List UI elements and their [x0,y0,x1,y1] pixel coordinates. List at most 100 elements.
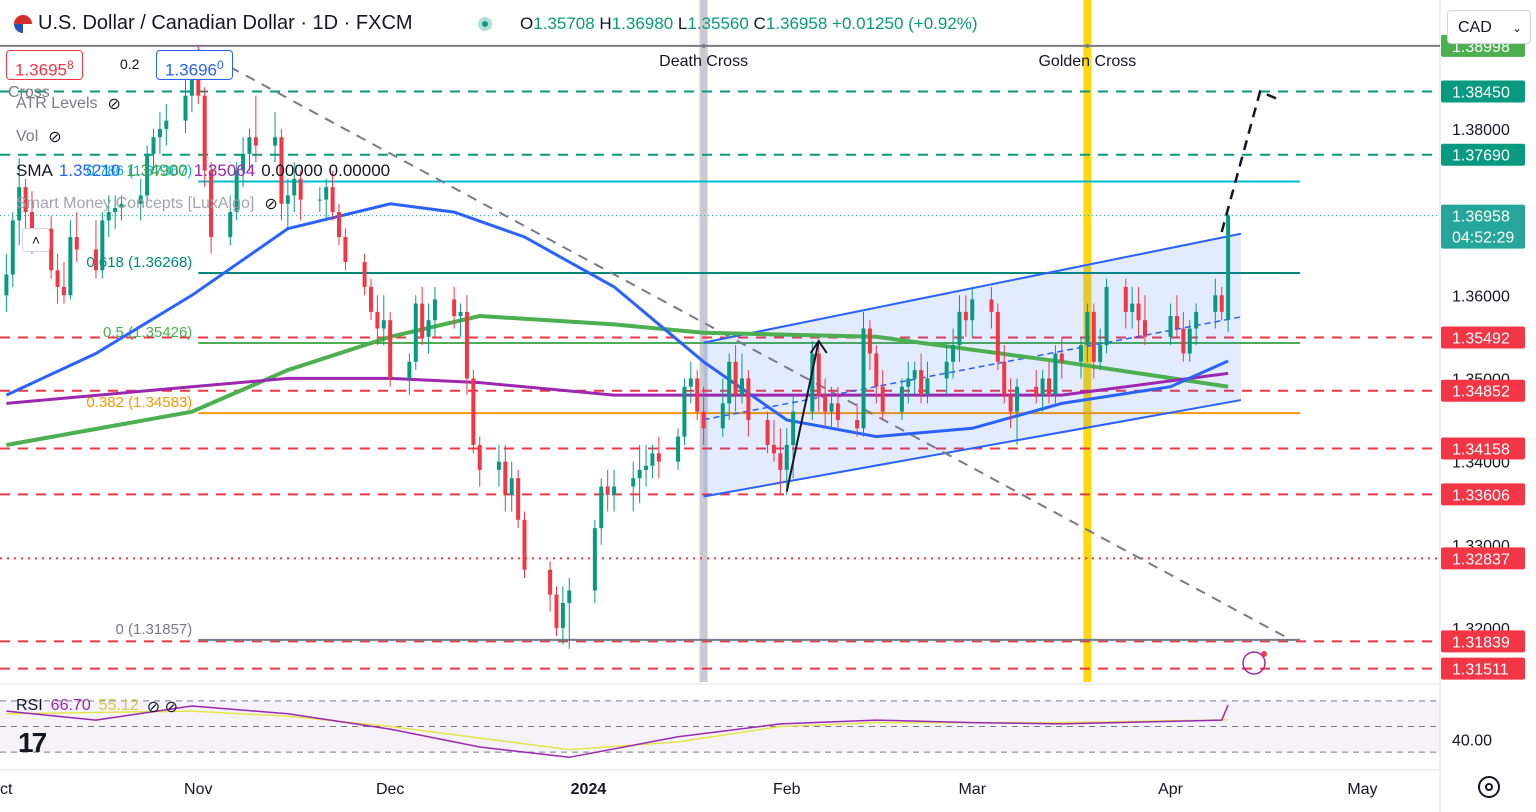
candle-body[interactable] [771,444,776,454]
eye-hidden-icon[interactable]: ⊘ [107,96,121,113]
candle-body[interactable] [605,486,610,495]
candle-body[interactable] [899,386,904,412]
candle-body[interactable] [548,569,553,595]
currency-select[interactable]: CAD ⌄ [1447,10,1531,44]
price-tag[interactable] [1441,483,1525,506]
candle-body[interactable] [1187,328,1192,354]
candle-body[interactable] [867,328,872,354]
candle-body[interactable] [746,378,751,421]
candle-body[interactable] [464,311,469,379]
candle-body[interactable] [362,261,367,287]
candle-body[interactable] [816,353,821,396]
candle-body[interactable] [1034,386,1039,396]
candle-body[interactable] [343,237,348,262]
candle-body[interactable] [963,311,968,321]
indicator-rsi[interactable]: RSI 66.70 55.12 ⊘ ⊘ [16,697,178,717]
candle-body[interactable] [912,370,917,379]
candle-body[interactable] [285,195,290,204]
candle-body[interactable] [49,228,54,271]
candle-body[interactable] [10,220,15,275]
candle-body[interactable] [989,299,994,312]
candle-body[interactable] [906,378,911,387]
candle-body[interactable] [23,187,28,213]
candle-body[interactable] [688,378,693,387]
candle-body[interactable] [375,311,380,329]
candle-body[interactable] [477,444,482,470]
candle-body[interactable] [631,478,636,487]
candle-body[interactable] [951,345,956,362]
price-tag[interactable] [1441,437,1525,460]
candle-body[interactable] [855,420,860,429]
candle-body[interactable] [1091,311,1096,362]
candle-body[interactable] [970,299,975,321]
candle-body[interactable] [1098,345,1103,362]
price-tag[interactable] [1441,657,1525,680]
candle-body[interactable] [317,199,322,201]
sma50-line[interactable] [5,202,1229,439]
candle-body[interactable] [202,95,207,171]
candle-body[interactable] [1059,353,1064,362]
candle-body[interactable] [1130,303,1135,312]
candle-body[interactable] [1213,295,1218,312]
candle-body[interactable] [298,178,303,200]
candle-body[interactable] [17,187,22,221]
candle-body[interactable] [1168,316,1173,337]
candle-body[interactable] [1181,328,1186,354]
candle-body[interactable] [644,465,649,470]
candle-body[interactable] [496,461,501,470]
candle-body[interactable] [944,361,949,379]
market-status-icon[interactable] [478,17,492,31]
candle-body[interactable] [522,519,527,570]
candle-body[interactable] [381,320,386,329]
price-tag[interactable] [1441,204,1525,249]
price-tag[interactable] [1441,80,1525,103]
candle-body[interactable] [247,137,252,154]
candle-body[interactable] [509,478,514,495]
candle-body[interactable] [407,361,412,379]
candle-body[interactable] [138,195,143,204]
candle-body[interactable] [196,79,201,96]
price-tag[interactable] [1441,143,1525,166]
projection-path[interactable] [1220,89,1280,233]
eye-hidden-icon[interactable]: ⊘ [48,129,62,146]
candle-body[interactable] [452,299,457,317]
candle-body[interactable] [516,478,521,520]
candle-body[interactable] [567,590,572,603]
candle-body[interactable] [733,361,738,396]
candle-body[interactable] [157,128,162,138]
candle-body[interactable] [420,303,425,337]
candle-body[interactable] [861,328,866,429]
indicator-sma[interactable]: SMA 1.35210 1.34900 1.35064 0.00000 0.00… [16,161,390,181]
alert-icon[interactable] [1242,651,1266,675]
indicator-cross[interactable]: Cross [8,84,50,101]
candle-body[interactable] [1085,311,1090,346]
candle-body[interactable] [682,386,687,437]
trendline[interactable] [197,49,1293,642]
candle-body[interactable] [823,395,828,412]
candle-body[interactable] [919,370,924,396]
candle-body[interactable] [337,212,342,238]
candle-body[interactable] [29,212,34,229]
candle-body[interactable] [656,453,661,462]
candle-body[interactable] [720,403,725,429]
candle-body[interactable] [324,187,329,200]
tradingview-logo[interactable]: 17 [18,727,47,758]
candle-body[interactable] [1053,353,1058,396]
candle-body[interactable] [471,378,476,445]
eye-hidden-icon[interactable]: ⊘ [264,196,278,213]
sell-button[interactable]: 1.36958 [6,50,83,80]
candle-body[interactable] [388,320,393,379]
candle-body[interactable] [1040,378,1045,396]
candle-body[interactable] [791,411,796,445]
candle-body[interactable] [4,274,9,296]
candle-body[interactable] [650,453,655,466]
candle-body[interactable] [189,79,194,96]
candle-body[interactable] [1002,361,1007,396]
indicator-smc[interactable]: Smart Money Concepts [LuxAlgo] ⊘ [16,194,278,214]
candle-body[interactable] [1078,345,1083,362]
buy-button[interactable]: 1.36960 [156,50,233,80]
candle-body[interactable] [164,120,169,129]
candle-body[interactable] [241,153,246,171]
candle-body[interactable] [874,353,879,387]
